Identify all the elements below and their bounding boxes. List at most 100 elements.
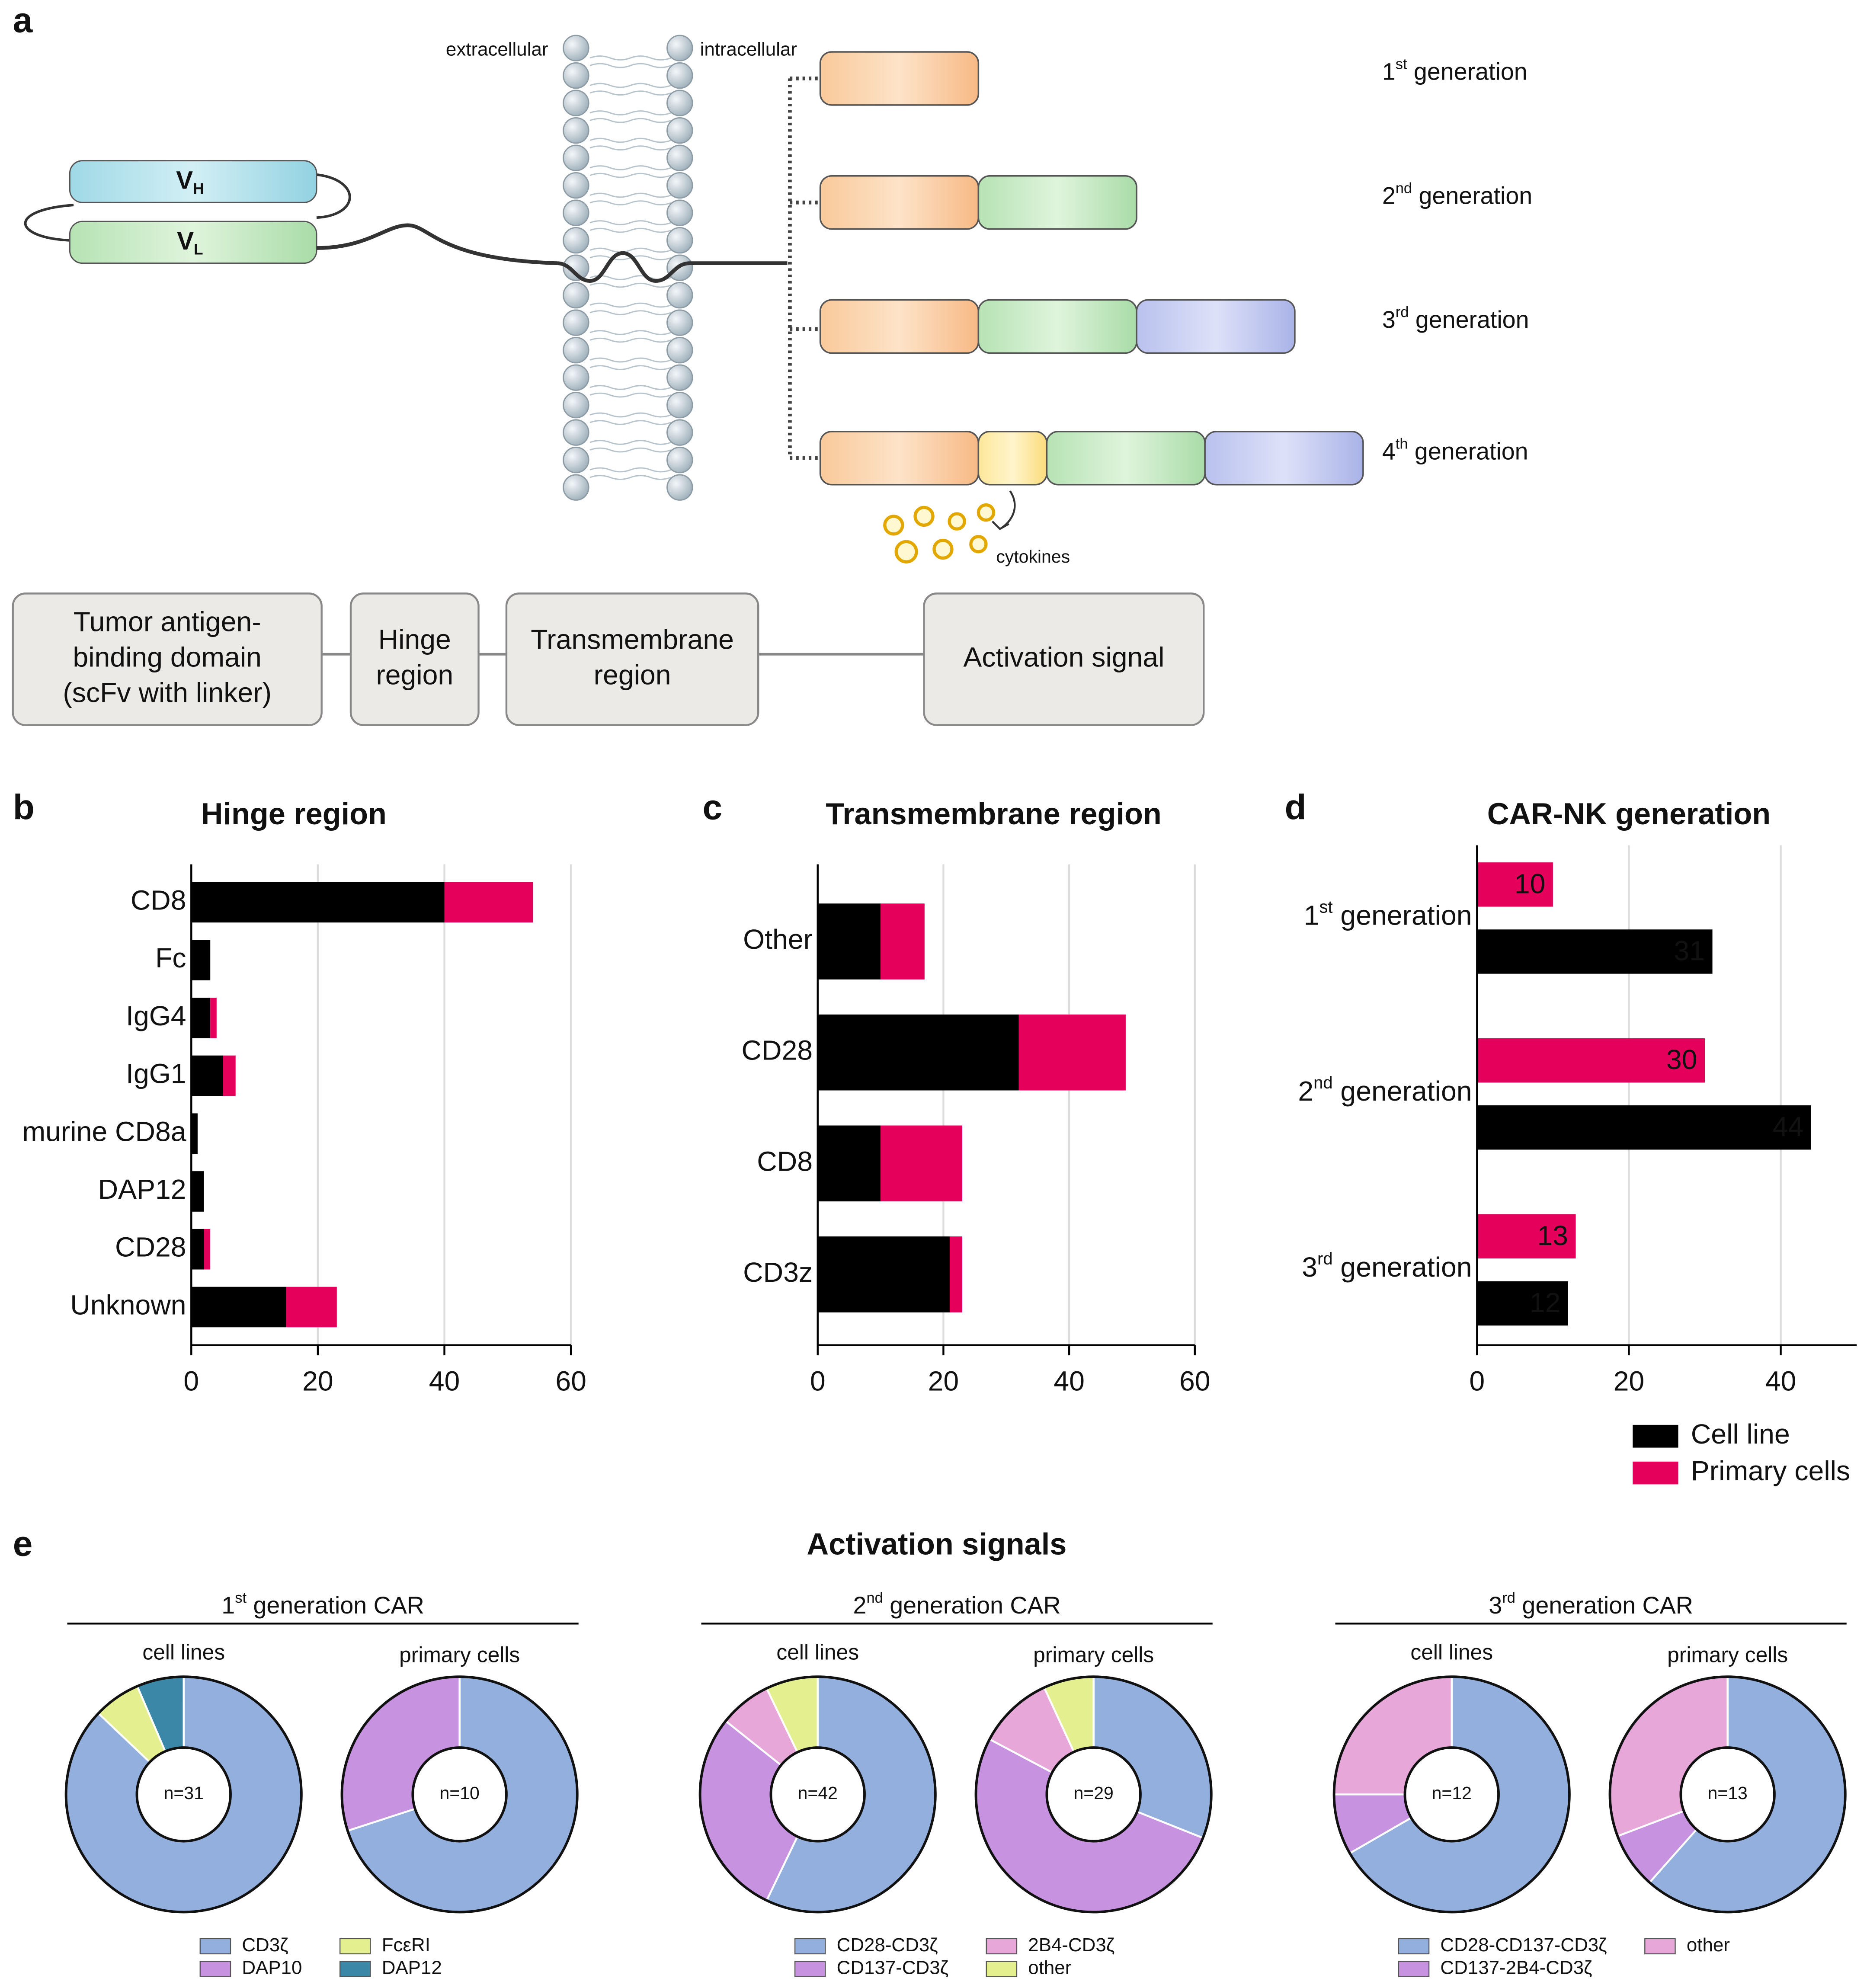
signal-domain [819,299,980,354]
lipid-head [666,117,693,144]
panel-label: d [1285,788,1307,827]
lipid-head [666,419,693,446]
lipid-tail [589,420,671,425]
category-label: Unknown [70,1289,186,1320]
bar-segment [204,1229,211,1270]
category-label: CD8 [131,884,186,916]
pie-label: primary cells [1667,1642,1788,1667]
signal-domain [1204,431,1364,486]
lipid-head [563,391,589,419]
data-label: 31 [1674,935,1705,966]
donut-hole [1679,1746,1776,1843]
region-label: intracellular [700,39,797,60]
legend-label: DAP10 [242,1957,302,1978]
legend-label: 2B4-CD3ζ [1028,1934,1114,1956]
legend-label: other [1028,1957,1071,1978]
panel-label: c [702,788,722,827]
legend-label: DAP12 [382,1957,442,1978]
data-label: 13 [1537,1220,1568,1251]
n-label: n=12 [1432,1783,1472,1803]
lipid-tail [589,83,671,88]
lipid-head [563,254,589,281]
domain-text: Tumor antigen- [74,606,261,637]
lipid-tail [589,467,671,473]
lipid-tail [589,247,671,253]
lipid-tail [589,337,671,343]
lipid-head [563,364,589,391]
lipid-head [563,227,589,254]
legend-swatch [199,1938,231,1955]
lipid-head [666,364,693,391]
lipid-head [563,309,589,336]
bar-segment [191,882,445,923]
bar-segment [817,903,881,980]
lipid-head [666,446,693,474]
bar [1477,1105,1811,1150]
lipid-tail [589,330,671,335]
lipid-tail [589,440,671,445]
bar-segment [444,882,533,923]
domain-box [12,592,323,726]
generation-label: 4th generation [1382,436,1528,465]
lipid-head [563,144,589,171]
n-label: n=29 [1074,1783,1114,1803]
x-tick-label: 60 [555,1365,586,1396]
legend-label: other [1687,1934,1730,1956]
category-label: CD28 [742,1035,813,1066]
domain-box [349,592,480,726]
n-label: n=10 [440,1783,480,1803]
legend-swatch [1398,1961,1430,1977]
signal-domain [977,299,1137,354]
signal-domain [977,431,1048,486]
lipid-tail [589,310,671,315]
data-label: 12 [1530,1287,1561,1318]
x-tick-label: 20 [302,1365,333,1396]
category-label: CD8 [757,1146,813,1177]
region-label: extracellular [446,39,548,60]
donut-hole [135,1746,232,1843]
x-tick-label: 0 [183,1365,199,1396]
lipid-tail [589,475,671,480]
signal-domain [977,175,1137,230]
cytokine-label: cytokines [996,547,1070,567]
cytokine [883,515,904,536]
lipid-head [666,90,693,116]
bar [1477,1214,1576,1259]
panel-label: a [13,0,33,40]
lipid-tail [589,412,671,418]
signal-domain [819,431,980,486]
domain-text: Activation signal [963,642,1164,673]
lipid-head [563,199,589,226]
signal-domain [819,175,980,230]
bar-segment [191,1055,223,1096]
bar-segment [817,1125,881,1202]
group-title: 3rd generation CAR [1489,1590,1693,1619]
legend-label: FcεRI [382,1934,430,1956]
bar-segment [881,903,925,980]
lipid-tail [589,357,671,363]
generation-label: 3rd generation [1382,304,1529,333]
group-title: 2nd generation CAR [853,1590,1061,1619]
donut-outline [974,1675,1213,1914]
legend-label: CD137-2B4-CD3ζ [1440,1957,1592,1978]
signal-domain [1046,431,1206,486]
legend-label: CD137-CD3ζ [837,1957,948,1978]
legend-swatch [339,1938,371,1955]
donut-outline [1332,1675,1571,1914]
legend-label: Primary cells [1691,1455,1850,1486]
bar-segment [191,997,211,1038]
bar [1477,1281,1568,1326]
category-label: 3rd generation [1302,1249,1472,1282]
category-label: CD3z [743,1257,813,1288]
bar-segment [817,1236,950,1313]
lipid-tail [589,55,671,61]
domain-text: Transmembrane [531,624,734,655]
domain-box [505,592,759,726]
lipid-head [666,144,693,171]
legend-label: CD3ζ [242,1934,288,1956]
lipid-tail [589,173,671,178]
lipid-head [666,35,693,61]
lipid-head [666,474,693,501]
lipid-head [563,35,589,61]
panel-label: e [13,1524,33,1563]
